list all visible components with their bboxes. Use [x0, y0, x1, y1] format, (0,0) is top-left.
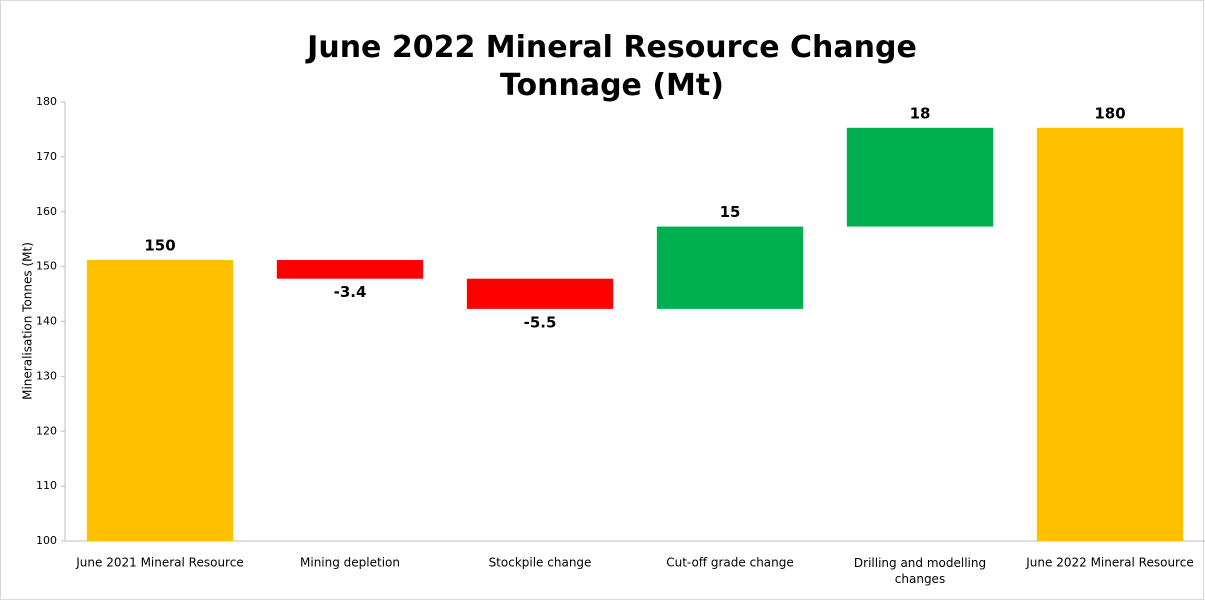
data-label: 150 [144, 237, 175, 255]
y-tick-label: 120 [36, 424, 57, 437]
chart-title: June 2022 Mineral Resource Change Tonnage… [305, 30, 917, 103]
y-tick-label: 110 [36, 479, 57, 492]
bar [276, 260, 424, 279]
data-label: 180 [1094, 104, 1125, 122]
bar [1036, 127, 1184, 541]
x-tick-label: June 2022 Mineral Resource [1025, 556, 1193, 570]
x-tick-label: Drilling and modelling changes [854, 556, 986, 586]
data-label: -5.5 [524, 313, 557, 331]
bar [86, 260, 234, 541]
data-label: 15 [720, 203, 741, 221]
data-label: -3.4 [334, 283, 367, 301]
bar [656, 226, 804, 309]
y-tick-label: 150 [36, 260, 57, 273]
y-axis-label: Mineralisation Tonnes (Mt) [21, 242, 35, 400]
y-tick-label: 100 [36, 534, 57, 547]
x-tick-label: Cut-off grade change [666, 556, 794, 570]
x-tick-label: Mining depletion [300, 556, 400, 570]
x-tick-label: June 2021 Mineral Resource [75, 556, 243, 570]
bar [846, 127, 994, 227]
y-tick-label: 130 [36, 369, 57, 382]
y-tick-label: 140 [36, 315, 57, 328]
y-tick-label: 180 [36, 95, 57, 108]
x-tick-label: Stockpile change [489, 556, 592, 570]
y-tick-label: 160 [36, 205, 57, 218]
bar [466, 278, 614, 309]
y-tick-label: 170 [36, 150, 57, 163]
data-label: 18 [910, 104, 931, 122]
